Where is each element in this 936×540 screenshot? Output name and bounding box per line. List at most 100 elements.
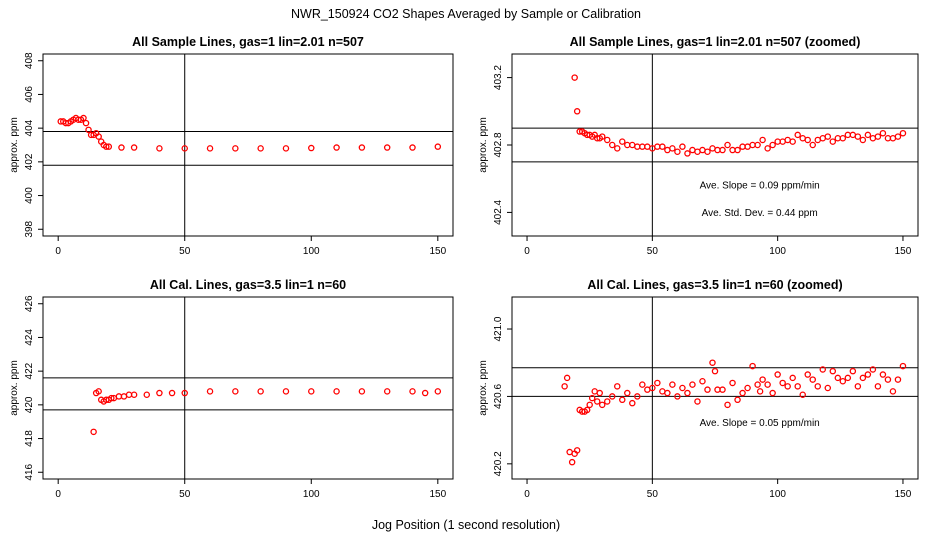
data-point	[729, 379, 736, 387]
data-point	[849, 367, 857, 375]
data-point	[383, 388, 391, 395]
panel-title: All Cal. Lines, gas=3.5 lin=1 n=60	[150, 278, 346, 292]
data-point	[879, 371, 887, 378]
x-tick-label: 0	[524, 489, 530, 500]
data-point	[829, 367, 837, 375]
data-point	[824, 384, 832, 392]
y-axis-label: approx. ppm	[9, 117, 20, 173]
data-point	[674, 393, 681, 400]
data-point	[206, 145, 214, 152]
data-point	[156, 389, 163, 397]
x-tick-label: 50	[647, 489, 659, 500]
chart-panel: All Sample Lines, gas=1 lin=2.01 n=507 0 5…	[9, 35, 454, 257]
y-tick-label: 402	[24, 153, 35, 170]
y-tick-label: 421.0	[493, 316, 504, 341]
data-point	[598, 401, 606, 409]
y-tick-label: 424	[24, 329, 35, 346]
data-point	[629, 399, 636, 407]
data-point	[839, 378, 847, 385]
data-point	[754, 381, 761, 388]
data-point	[869, 366, 877, 373]
data-point	[889, 388, 897, 395]
y-tick-label: 400	[24, 187, 35, 204]
x-tick-label: 100	[769, 489, 786, 500]
annotation-text: Ave. Slope = 0.09 ppm/min	[700, 181, 820, 192]
x-tick-label: 0	[55, 489, 61, 500]
data-point	[769, 389, 776, 397]
data-point	[143, 391, 151, 398]
data-point	[561, 383, 568, 390]
data-point	[573, 108, 581, 115]
data-point	[704, 386, 711, 393]
data-point	[90, 428, 97, 436]
data-point	[884, 376, 892, 383]
data-point	[769, 141, 776, 149]
data-point	[130, 144, 138, 151]
x-tick-label: 100	[303, 489, 320, 500]
data-point	[282, 145, 290, 152]
y-tick-label: 420.6	[493, 383, 504, 408]
x-tick-label: 50	[179, 489, 191, 500]
data-point	[719, 146, 726, 154]
y-tick-label: 406	[24, 86, 35, 103]
data-point	[859, 374, 867, 382]
data-point	[434, 388, 442, 395]
data-point	[759, 376, 766, 383]
data-point	[819, 366, 827, 373]
data-point	[571, 74, 578, 81]
data-point	[864, 371, 872, 378]
data-point	[839, 135, 847, 142]
y-tick-label: 426	[24, 295, 35, 312]
data-point	[664, 389, 671, 397]
data-point	[95, 133, 102, 140]
data-point	[118, 144, 125, 151]
data-point	[257, 145, 264, 152]
data-point	[168, 389, 176, 397]
data-point	[588, 394, 596, 402]
data-point	[694, 398, 701, 405]
figure-title: NWR_150924 CO2 Shapes Averaged by Sample…	[291, 7, 641, 21]
data-point	[108, 394, 115, 402]
chart-panel: All Cal. Lines, gas=3.5 lin=1 n=60 (zoom…	[478, 278, 919, 500]
data-point	[573, 447, 581, 454]
y-tick-label: 420	[24, 396, 35, 413]
data-point	[724, 401, 731, 409]
annotation-text: Ave. Slope = 0.05 ppm/min	[700, 418, 820, 429]
y-tick-label: 422	[24, 362, 35, 379]
annotation-text: Ave. Std. Dev. = 0.44 ppm	[702, 208, 818, 219]
data-point	[308, 388, 315, 395]
data-point	[434, 143, 442, 150]
data-point	[739, 389, 746, 397]
x-tick-label: 150	[895, 489, 912, 500]
data-point	[854, 383, 862, 390]
data-point	[764, 145, 771, 152]
data-point	[809, 141, 816, 149]
data-point	[586, 401, 593, 409]
x-tick-label: 150	[429, 246, 446, 257]
y-tick-label: 408	[24, 52, 35, 69]
data-point	[711, 367, 719, 375]
y-axis-label: approx. ppm	[9, 360, 20, 416]
data-point	[614, 383, 621, 390]
y-tick-label: 402.8	[493, 132, 504, 157]
y-tick-label: 403.2	[493, 65, 504, 90]
data-point	[409, 144, 416, 151]
data-point	[563, 374, 571, 382]
data-point	[624, 389, 631, 397]
data-point	[257, 388, 264, 395]
data-point	[724, 141, 731, 149]
data-point	[593, 398, 601, 405]
data-point	[756, 388, 764, 395]
data-point	[744, 384, 751, 392]
chart-panels: All Sample Lines, gas=1 lin=2.01 n=507 0 5…	[9, 35, 919, 500]
data-point	[421, 389, 429, 397]
data-point	[829, 138, 837, 145]
data-point	[181, 145, 188, 152]
data-point	[603, 136, 611, 144]
x-tick-label: 50	[179, 246, 191, 257]
data-point	[709, 359, 716, 366]
data-point	[799, 391, 806, 398]
data-point	[130, 391, 138, 398]
data-point	[824, 133, 832, 140]
